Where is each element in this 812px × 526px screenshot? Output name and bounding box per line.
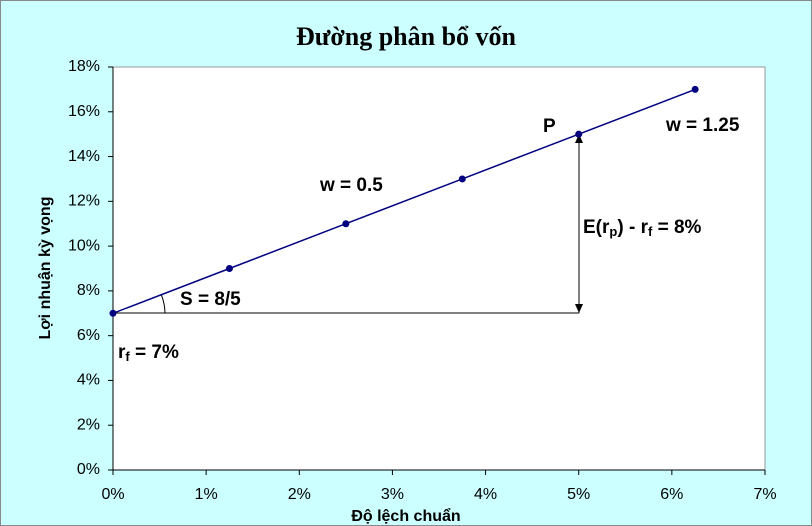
x-tick-label: 3% xyxy=(381,486,404,503)
annotation-text: r xyxy=(118,342,126,363)
annotation-subscript: f xyxy=(648,224,653,239)
data-point xyxy=(458,175,466,183)
y-tick-label: 18% xyxy=(68,58,100,75)
data-point xyxy=(575,130,583,138)
annotation-text: w = 1.25 xyxy=(665,115,740,136)
annotation: E(rp) - rf = 8% xyxy=(583,217,702,239)
x-tick-label: 7% xyxy=(753,486,776,503)
annotation-text: w = 0.5 xyxy=(319,175,383,196)
annotation: rf = 7% xyxy=(118,342,179,364)
y-tick-label: 0% xyxy=(77,461,100,478)
x-tick-label: 6% xyxy=(660,486,683,503)
data-line xyxy=(112,88,696,314)
annotation-subscript: f xyxy=(125,349,130,364)
y-tick-label: 4% xyxy=(77,372,100,389)
y-axis-label: Lợi nhuận kỳ vọng xyxy=(37,197,54,340)
data-point xyxy=(109,309,117,317)
data-point xyxy=(691,85,699,93)
y-tick-label: 6% xyxy=(77,327,100,344)
x-tick-label: 1% xyxy=(195,486,218,503)
y-tick-label: 14% xyxy=(68,148,100,165)
annotation: S = 8/5 xyxy=(180,289,241,310)
annotation-text: S = 8/5 xyxy=(180,289,241,310)
chart-title: Đường phân bổ vốn xyxy=(296,22,517,51)
x-tick-label: 2% xyxy=(288,486,311,503)
annotation-subscript: p xyxy=(609,224,617,239)
annotation: P xyxy=(543,116,556,137)
y-tick-label: 8% xyxy=(77,282,100,299)
plot-area xyxy=(112,66,766,471)
arrow-head xyxy=(575,304,583,313)
y-tick-label: 12% xyxy=(68,193,100,210)
annotation-text: = 8% xyxy=(652,217,701,238)
y-tick-label: 10% xyxy=(68,237,100,254)
arrow-head xyxy=(575,134,583,143)
annotation-text: = 7% xyxy=(130,342,179,363)
annotation-text: E(r xyxy=(583,217,610,238)
annotation-text: ) - r xyxy=(617,217,648,238)
x-tick-label: 5% xyxy=(567,486,590,503)
x-tick-label: 4% xyxy=(474,486,497,503)
annotation: w = 1.25 xyxy=(665,115,740,136)
y-tick-label: 16% xyxy=(68,103,100,120)
y-tick-label: 2% xyxy=(77,416,100,433)
x-tick-label: 0% xyxy=(101,486,124,503)
annotation: w = 0.5 xyxy=(319,175,383,196)
data-point xyxy=(342,220,350,228)
data-point xyxy=(225,265,233,272)
x-axis-label: Độ lệch chuẩn xyxy=(351,507,460,525)
annotation-text: P xyxy=(543,116,556,137)
